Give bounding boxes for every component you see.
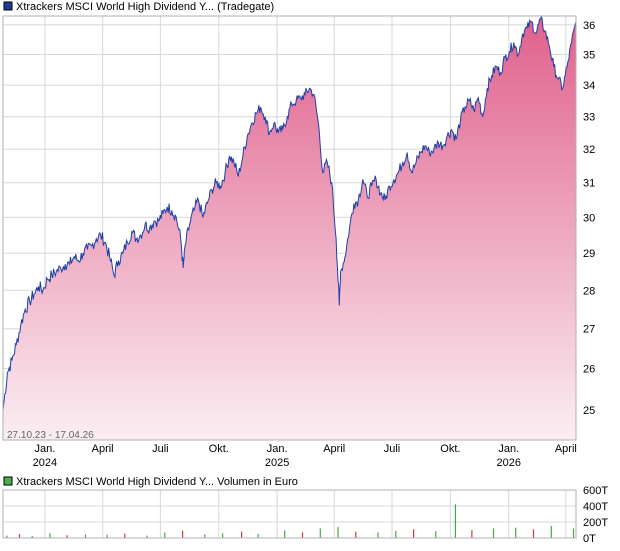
x-tick-year-label: 2025 (265, 457, 289, 469)
date-range-label: 27.10.23 - 17.04.26 (7, 430, 94, 441)
x-tick-label: Jan. (34, 443, 55, 455)
volume-y-tick-label: 600T (583, 485, 608, 497)
price-y-tick-label: 27 (583, 324, 595, 336)
price-y-tick-label: 26 (583, 364, 595, 376)
x-tick-label: April (92, 443, 114, 455)
volume-bar (106, 534, 108, 538)
volume-legend-label: Xtrackers MSCI World High Dividend Y... … (16, 476, 298, 488)
x-tick-year-label: 2024 (33, 457, 57, 469)
volume-legend-swatch (3, 476, 13, 486)
price-y-tick-label: 29 (583, 248, 595, 260)
volume-bar (454, 504, 456, 538)
volume-bar (204, 534, 206, 538)
price-legend-swatch (3, 1, 13, 11)
volume-bar (572, 528, 575, 538)
volume-bar (515, 527, 517, 538)
volume-bar (532, 529, 535, 538)
price-legend-label: Xtrackers MSCI World High Dividend Y... … (16, 1, 274, 13)
x-tick-label: Jan. (498, 443, 519, 455)
volume-bar (146, 535, 148, 538)
volume-bar (241, 531, 243, 538)
volume-bar (301, 532, 304, 538)
price-y-tick-label: 35 (583, 50, 595, 62)
volume-bar (355, 531, 357, 538)
price-y-tick-label: 36 (583, 20, 595, 32)
volume-bar (492, 528, 495, 538)
volume-bar (124, 533, 126, 538)
volume-bar (66, 535, 68, 538)
price-y-tick-label: 33 (583, 112, 595, 124)
volume-y-tick-label: 0T (583, 533, 596, 545)
volume-bar (471, 530, 473, 538)
volume-bar (84, 534, 87, 538)
price-x-axis: Jan. 2024 April Juli Okt. Jan. 2025 April Juli Ok… (33, 443, 577, 469)
price-y-tick-label: 30 (583, 212, 595, 224)
x-tick-label: April (323, 443, 345, 455)
volume-bar (377, 532, 379, 538)
volume-bar (319, 528, 321, 538)
x-tick-label: Okt. (440, 443, 460, 455)
x-tick-label: April (555, 443, 577, 455)
volume-bar (31, 536, 33, 538)
x-tick-label: Juli (384, 443, 401, 455)
volume-y-tick-label: 400T (583, 501, 608, 513)
volume-bar (284, 530, 286, 538)
price-y-axis: 25 26 27 28 29 30 31 32 33 34 35 36 (583, 20, 595, 417)
price-y-tick-label: 28 (583, 285, 595, 297)
price-line (2, 14, 577, 411)
price-y-tick-label: 32 (583, 144, 595, 156)
price-y-tick-label: 34 (583, 80, 595, 92)
x-tick-label: Juli (152, 443, 169, 455)
volume-bar (550, 526, 552, 538)
price-y-tick-label: 25 (583, 405, 595, 417)
volume-bar (182, 530, 184, 538)
volume-bar (222, 533, 224, 538)
volume-plot-frame (2, 489, 577, 539)
x-tick-year-label: 2026 (496, 457, 520, 469)
volume-bar (164, 532, 166, 538)
price-plot-frame (2, 15, 577, 441)
volume-y-axis: 0T 200T 400T 600T (583, 485, 608, 545)
x-tick-label: Jan. (267, 443, 288, 455)
volume-bar (257, 534, 259, 538)
x-tick-label: Okt. (209, 443, 229, 455)
volume-bars (6, 504, 575, 538)
volume-bar (18, 534, 21, 538)
volume-bar (49, 533, 51, 538)
volume-bar (337, 526, 339, 538)
volume-bar (395, 530, 397, 538)
volume-bar (413, 529, 415, 538)
price-y-tick-label: 31 (583, 178, 595, 190)
volume-y-tick-label: 200T (583, 517, 608, 529)
price-area-fill (3, 16, 576, 440)
volume-bar (435, 531, 437, 538)
volume-bar (6, 535, 8, 538)
